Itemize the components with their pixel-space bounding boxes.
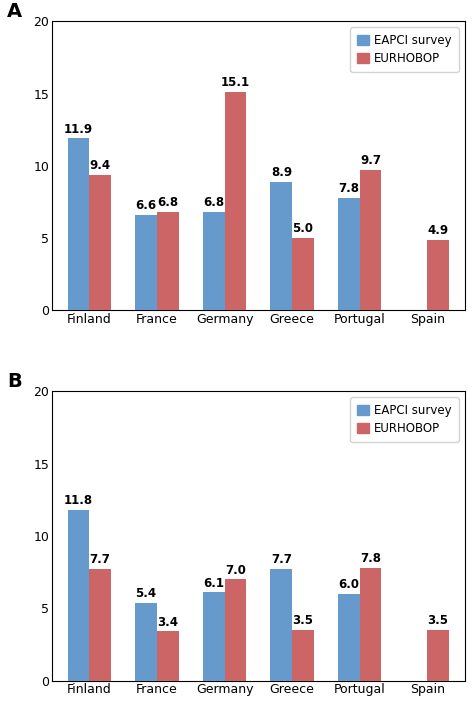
Text: 5.0: 5.0 [292,223,313,235]
Bar [271,569,292,681]
Bar [225,92,246,311]
Text: B: B [7,372,21,391]
Text: 9.7: 9.7 [360,155,381,167]
Bar [89,569,111,681]
Bar [203,593,225,681]
Bar [203,212,225,311]
Bar [68,138,89,311]
Text: 15.1: 15.1 [221,77,250,89]
Bar [135,215,157,311]
Bar [338,198,360,311]
Bar [68,510,89,681]
Text: 9.4: 9.4 [90,159,111,172]
Bar [360,568,382,681]
Bar [271,182,292,311]
Bar [428,240,449,311]
Text: 6.8: 6.8 [157,196,178,209]
Bar [225,579,246,681]
Text: 6.0: 6.0 [338,578,359,591]
Text: 11.8: 11.8 [64,494,93,507]
Legend: EAPCI survey, EURHOBOP: EAPCI survey, EURHOBOP [350,27,459,72]
Text: 7.8: 7.8 [360,552,381,565]
Text: 6.8: 6.8 [203,196,224,209]
Text: 6.6: 6.6 [136,199,157,212]
Bar [292,630,314,681]
Bar [360,170,382,311]
Text: 3.4: 3.4 [157,615,178,629]
Bar [292,238,314,311]
Bar [89,174,111,311]
Bar [157,632,179,681]
Text: 7.0: 7.0 [225,564,246,576]
Bar [338,594,360,681]
Text: 3.5: 3.5 [292,614,313,627]
Text: 7.7: 7.7 [271,554,292,566]
Text: 7.8: 7.8 [338,182,359,195]
Bar [135,603,157,681]
Text: A: A [7,2,22,21]
Bar [157,212,179,311]
Text: 6.1: 6.1 [203,576,224,590]
Text: 3.5: 3.5 [428,614,449,627]
Legend: EAPCI survey, EURHOBOP: EAPCI survey, EURHOBOP [350,397,459,442]
Text: 7.7: 7.7 [90,554,110,566]
Text: 11.9: 11.9 [64,123,93,135]
Text: 8.9: 8.9 [271,166,292,179]
Text: 4.9: 4.9 [428,224,449,237]
Text: 5.4: 5.4 [136,586,157,600]
Bar [428,630,449,681]
